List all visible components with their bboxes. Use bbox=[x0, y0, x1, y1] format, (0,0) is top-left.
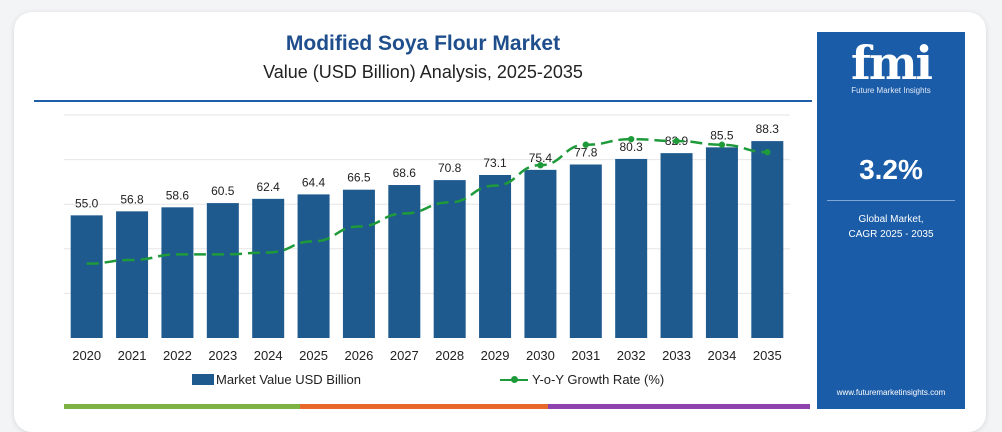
bar-2032 bbox=[615, 158, 648, 338]
bar-label-2028: 70.8 bbox=[438, 161, 462, 175]
bar-2021 bbox=[116, 211, 149, 338]
growth-point-2030 bbox=[537, 161, 544, 169]
bar-2030 bbox=[524, 169, 557, 338]
x-tick-2026: 2026 bbox=[344, 348, 373, 363]
legend-bar-label: Market Value USD Billion bbox=[216, 372, 361, 387]
growth-point-2033 bbox=[673, 137, 680, 145]
x-tick-2032: 2032 bbox=[617, 348, 646, 363]
x-tick-2033: 2033 bbox=[662, 348, 691, 363]
x-tick-2031: 2031 bbox=[571, 348, 600, 363]
x-tick-2027: 2027 bbox=[390, 348, 419, 363]
x-tick-2028: 2028 bbox=[435, 348, 464, 363]
bar-2024 bbox=[252, 198, 285, 338]
legend-bar-entry: Market Value USD Billion bbox=[192, 372, 361, 387]
growth-point-2032 bbox=[627, 135, 635, 143]
x-tick-2029: 2029 bbox=[481, 348, 510, 363]
bar-label-2021: 56.8 bbox=[120, 192, 144, 206]
x-tick-2024: 2024 bbox=[254, 348, 283, 363]
growth-point-2034 bbox=[718, 141, 726, 148]
x-tick-2034: 2034 bbox=[707, 348, 736, 363]
legend-line-label: Y-o-Y Growth Rate (%) bbox=[532, 372, 665, 387]
x-tick-2020: 2020 bbox=[72, 348, 101, 363]
bar-2034 bbox=[705, 147, 738, 338]
cagr-label-line2: CAGR 2025 - 2035 bbox=[848, 229, 934, 240]
website-link[interactable]: www.futuremarketinsights.com bbox=[836, 388, 946, 397]
legend-bar-swatch bbox=[192, 374, 214, 385]
legend-line-entry: Y-o-Y Growth Rate (%) bbox=[500, 372, 664, 387]
growth-line bbox=[86, 137, 768, 265]
x-tick-2021: 2021 bbox=[118, 348, 147, 363]
cagr-value: 3.2% bbox=[859, 154, 923, 185]
bar-value-labels: 55.0 56.8 58.6 60.5 62.4 64.4 66.5 68.6 70.8 73.1… bbox=[75, 122, 779, 210]
bar-label-2023: 60.5 bbox=[211, 184, 235, 198]
bar-label-2025: 64.4 bbox=[302, 175, 326, 189]
x-tick-2025: 2025 bbox=[299, 348, 328, 363]
bar-2035 bbox=[751, 141, 784, 338]
bar-label-2032: 80.3 bbox=[620, 140, 644, 154]
x-tick-2022: 2022 bbox=[163, 348, 192, 363]
bar-2020 bbox=[70, 215, 103, 338]
x-tick-2030: 2030 bbox=[526, 348, 555, 363]
x-tick-2035: 2035 bbox=[753, 348, 782, 363]
x-tick-2023: 2023 bbox=[208, 348, 237, 363]
growth-point-2031 bbox=[582, 141, 590, 148]
bar-label-2024: 62.4 bbox=[257, 180, 281, 194]
chart-subtitle: Value (USD Billion) Analysis, 2025-2035 bbox=[263, 62, 583, 82]
bar-label-2020: 55.0 bbox=[75, 196, 99, 210]
legend-line-swatch bbox=[500, 374, 528, 385]
x-tick-labels: 2020 2021 2022 2023 2024 2025 2026 2027 2028 2029… bbox=[72, 348, 782, 363]
bar-2023 bbox=[206, 203, 239, 338]
cagr-label: Global Market, CAGR 2025 - 2035 bbox=[817, 212, 965, 242]
fmi-logo: fmi bbox=[851, 36, 933, 90]
bar-label-2027: 68.6 bbox=[393, 166, 417, 180]
accent-stripe-purple bbox=[548, 404, 810, 409]
bar-2025 bbox=[297, 194, 330, 338]
bar-label-2030: 75.4 bbox=[529, 151, 553, 165]
bar-label-2022: 58.6 bbox=[166, 188, 190, 202]
bar-label-2034: 85.5 bbox=[710, 128, 734, 142]
growth-point-2035 bbox=[764, 148, 771, 156]
bar-2022 bbox=[161, 207, 194, 338]
bar-2029 bbox=[479, 174, 512, 338]
bar-label-2031: 77.8 bbox=[574, 146, 598, 160]
bar-2027 bbox=[388, 185, 421, 338]
accent-stripe-green bbox=[64, 404, 300, 409]
bar-label-2035: 88.3 bbox=[756, 122, 780, 136]
title-divider bbox=[34, 100, 812, 102]
bar-label-2029: 73.1 bbox=[483, 156, 507, 170]
bar-2028 bbox=[433, 180, 466, 338]
market-chart: 55.0 56.8 58.6 60.5 62.4 64.4 66.5 68.6 70.8 73.1… bbox=[64, 114, 790, 363]
accent-stripe-orange bbox=[300, 404, 548, 409]
bar-series bbox=[70, 141, 784, 338]
cagr-label-line1: Global Market, bbox=[858, 214, 924, 225]
chart-title: Modified Soya Flour Market bbox=[285, 32, 561, 55]
bar-2026 bbox=[342, 189, 375, 338]
sidebar-divider bbox=[827, 200, 955, 201]
bar-2033 bbox=[660, 153, 693, 338]
bar-2031 bbox=[569, 164, 602, 338]
fmi-logo-subtext: Future Market Insights bbox=[851, 86, 931, 95]
growth-line-series bbox=[86, 135, 771, 265]
fmi-sidebar: fmi Future Market Insights 3.2% Global M… bbox=[817, 32, 965, 409]
bar-label-2026: 66.5 bbox=[347, 171, 371, 185]
